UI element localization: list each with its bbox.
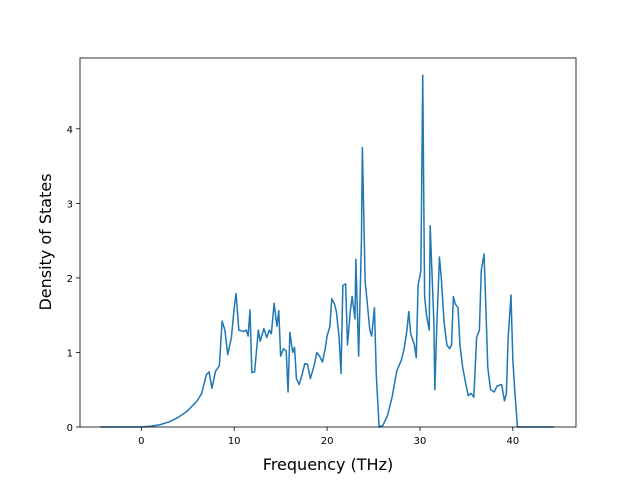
x-tick-label: 30 (414, 436, 427, 447)
plot-frame (79, 57, 577, 428)
data-line (100, 74, 554, 428)
y-tick-label: 2 (67, 274, 73, 285)
y-tick-label: 1 (67, 348, 73, 359)
x-tick-label: 10 (228, 436, 241, 447)
x-axis-label: Frequency (THz) (263, 455, 393, 474)
x-tick-label: 0 (138, 436, 144, 447)
y-tick-label: 4 (67, 125, 73, 136)
y-tick-label: 0 (67, 423, 73, 434)
x-tick-label: 40 (506, 436, 519, 447)
y-tick-label: 3 (67, 199, 73, 210)
x-tick-label: 20 (321, 436, 334, 447)
y-axis-label: Density of States (36, 173, 55, 310)
